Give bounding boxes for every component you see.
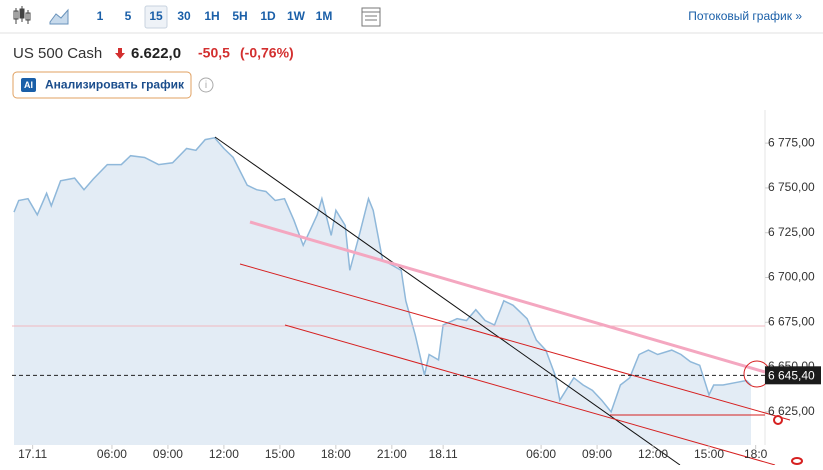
timeframe-button[interactable]: 5 — [125, 9, 132, 23]
instrument: US 500 Cash — [13, 45, 102, 62]
change: -50,5 — [198, 45, 230, 61]
price-line — [13, 136, 752, 414]
timeframe-button[interactable]: 15 — [149, 9, 163, 23]
price-label-box — [765, 366, 821, 385]
analyze-button[interactable]: AI Анализировать график — [12, 71, 192, 99]
x-tick-label: 21:00 — [377, 447, 407, 461]
drawings — [12, 136, 803, 466]
active-timeframe — [144, 5, 168, 29]
x-tick-label: 09:00 — [582, 447, 612, 461]
ai-badge: AI — [24, 80, 33, 90]
y-tick-label: 6 750,00 — [768, 180, 815, 194]
area-icon[interactable] — [49, 8, 69, 25]
info-icon[interactable]: i — [198, 77, 214, 93]
channel-top — [249, 220, 766, 374]
x-tick-label: 06:00 — [97, 447, 127, 461]
trend-line — [214, 136, 681, 466]
timeframe-button[interactable]: 5H — [232, 9, 247, 23]
handle — [791, 457, 803, 465]
y-tick-label: 6 725,00 — [768, 225, 815, 239]
x-tick-label: 15:00 — [265, 447, 295, 461]
analyze-label: Анализировать график — [45, 78, 185, 92]
toolbar — [0, 0, 823, 33]
y-tick-label: 6 625,00 — [768, 404, 815, 418]
timeframe-button[interactable]: 1D — [260, 9, 276, 23]
timeframe-button[interactable]: 1M — [316, 9, 333, 23]
x-tick-label: 18:0 — [744, 447, 768, 461]
y-tick-label: 6 775,00 — [768, 135, 815, 149]
x-tick-label: 18:00 — [321, 447, 351, 461]
x-tick-label: 17.11 — [18, 447, 47, 461]
x-tick-label: 18.11 — [429, 447, 458, 461]
streaming-link[interactable]: Потоковый график » — [688, 9, 802, 23]
timeframe-button[interactable]: 30 — [177, 9, 191, 23]
svg-text:i: i — [205, 80, 207, 91]
change-pct: (-0,76%) — [240, 45, 294, 61]
layout-icon[interactable] — [361, 7, 381, 27]
x-tick-label: 12:00 — [638, 447, 668, 461]
timeframe-button[interactable]: 1W — [287, 9, 306, 23]
y-tick-label: 6 700,00 — [768, 270, 815, 284]
handle — [773, 415, 783, 425]
x-tick-label: 15:00 — [694, 447, 724, 461]
candles-icon[interactable] — [13, 6, 31, 24]
channel-mid — [239, 263, 791, 421]
down-arrow — [115, 48, 125, 59]
x-tick-label: 09:00 — [153, 447, 183, 461]
price: 6.622,0 — [131, 45, 181, 62]
price-area — [14, 137, 751, 446]
channel-bottom — [284, 324, 776, 466]
timeframe-button[interactable]: 1H — [204, 9, 219, 23]
price-label: 6 645,40 — [768, 368, 815, 382]
timeframe-button[interactable]: 1 — [97, 9, 104, 23]
y-tick-label: 6 675,00 — [768, 314, 815, 328]
x-tick-label: 12:00 — [209, 447, 239, 461]
x-tick-label: 06:00 — [526, 447, 556, 461]
